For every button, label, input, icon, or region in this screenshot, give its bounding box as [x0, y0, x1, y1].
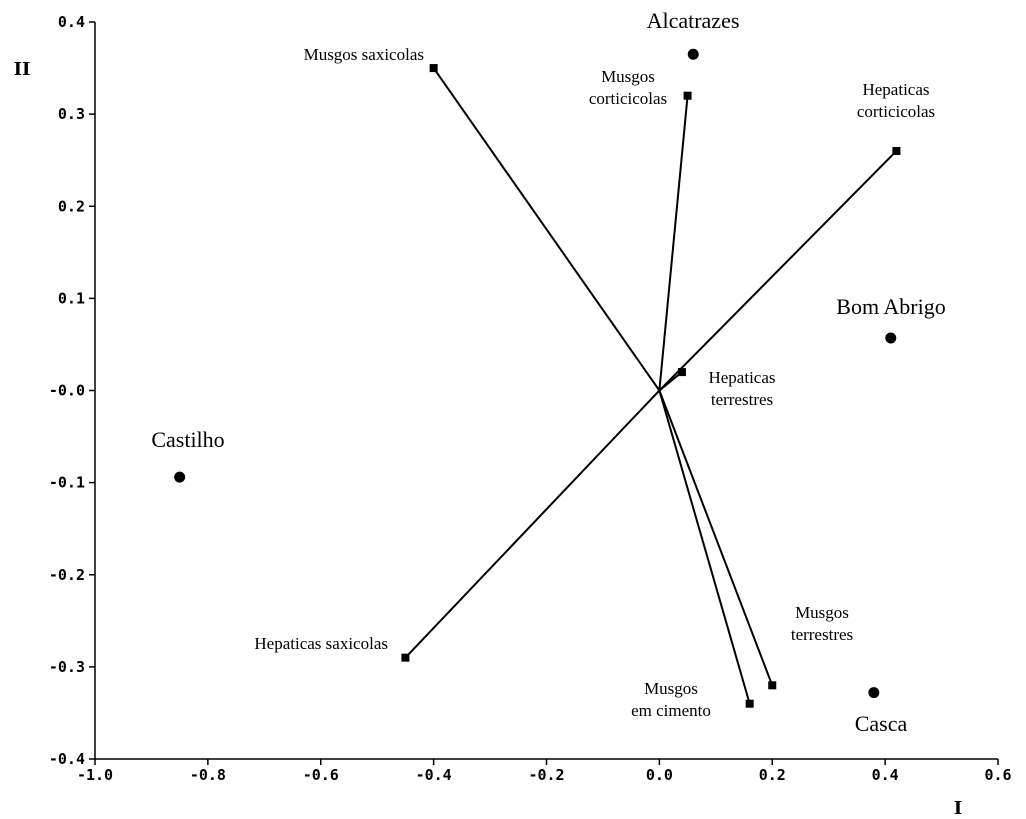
vector-line — [658, 390, 751, 705]
y-tick-label: -0.2 — [49, 566, 85, 584]
vector-label-line: Musgos saxicolas — [304, 45, 424, 64]
site-label: Bom Abrigo — [836, 294, 945, 319]
y-tick-label: -0.3 — [49, 658, 85, 676]
vector-line — [658, 390, 774, 686]
vector-label-line: corticicolas — [857, 102, 935, 121]
vector-label-line: terrestres — [791, 625, 853, 644]
site-group: Alcatrazes Bom Abrigo Castilho Casca — [151, 8, 945, 736]
axes: 0.40.30.20.1-0.0-0.1-0.2-0.3-0.4-1.0 -0.8… — [49, 13, 1012, 784]
site-point — [687, 48, 699, 60]
vector-line — [658, 95, 689, 391]
x-tick-label: -0.8 — [190, 766, 226, 784]
vector-label-line: em cimento — [631, 701, 711, 720]
vector-label: Musgos terrestres — [791, 603, 853, 644]
x-tick-label: -0.2 — [528, 766, 564, 784]
vector-label: Musgos corticicolas — [589, 67, 667, 108]
site-label: Casca — [855, 711, 908, 736]
vector-line — [404, 389, 661, 659]
y-tick-label: 0.3 — [58, 105, 85, 123]
x-tick-label: 0.6 — [984, 766, 1011, 784]
vector-label: Musgos saxicolas — [304, 45, 424, 64]
y-tick-label: 0.2 — [58, 197, 85, 215]
vector-label-line: terrestres — [711, 390, 773, 409]
vector-endpoint — [768, 681, 777, 690]
vector-endpoint — [892, 146, 901, 155]
vector-label-line: Hepaticas saxicolas — [254, 634, 388, 653]
x-tick-label: -0.6 — [303, 766, 339, 784]
vector-line — [658, 150, 898, 392]
y-tick-label: -0.0 — [49, 382, 85, 400]
x-tick-label: -1.0 — [77, 766, 113, 784]
vector-endpoint — [429, 64, 438, 73]
site-label: Castilho — [151, 427, 224, 452]
y-axis-label: II — [14, 59, 31, 80]
vector-label: Hepaticas corticicolas — [857, 80, 935, 121]
vector-label: Hepaticas terrestres — [708, 368, 775, 409]
y-tick-label: -0.1 — [49, 474, 85, 492]
site-point — [868, 687, 880, 699]
y-tick-label: 0.1 — [58, 289, 85, 307]
vector-label-line: corticicolas — [589, 89, 667, 108]
vector-label: Musgos em cimento — [631, 679, 711, 720]
vector-endpoint — [401, 653, 410, 662]
y-tick-label: -0.4 — [49, 750, 85, 768]
x-tick-label: 0.4 — [872, 766, 899, 784]
vector-label-line: Musgos — [644, 679, 698, 698]
x-tick-label: 0.2 — [759, 766, 786, 784]
vector-label-line: Hepaticas — [862, 80, 929, 99]
vector-label-line: Musgos — [601, 67, 655, 86]
vector-label: Hepaticas saxicolas — [254, 634, 388, 653]
x-tick-label: 0.0 — [646, 766, 673, 784]
vector-endpoint — [745, 699, 754, 708]
vector-endpoint — [677, 368, 686, 377]
site-point — [885, 332, 897, 344]
site-point — [174, 471, 186, 483]
x-axis-label: I — [954, 798, 962, 819]
x-tick-label: -0.4 — [416, 766, 452, 784]
site-label: Alcatrazes — [647, 8, 740, 33]
vector-endpoint — [683, 91, 692, 100]
vector-label-line: Hepaticas — [708, 368, 775, 387]
y-tick-label: 0.4 — [58, 13, 85, 31]
vector-line — [432, 67, 661, 392]
vector-label-line: Musgos — [795, 603, 849, 622]
